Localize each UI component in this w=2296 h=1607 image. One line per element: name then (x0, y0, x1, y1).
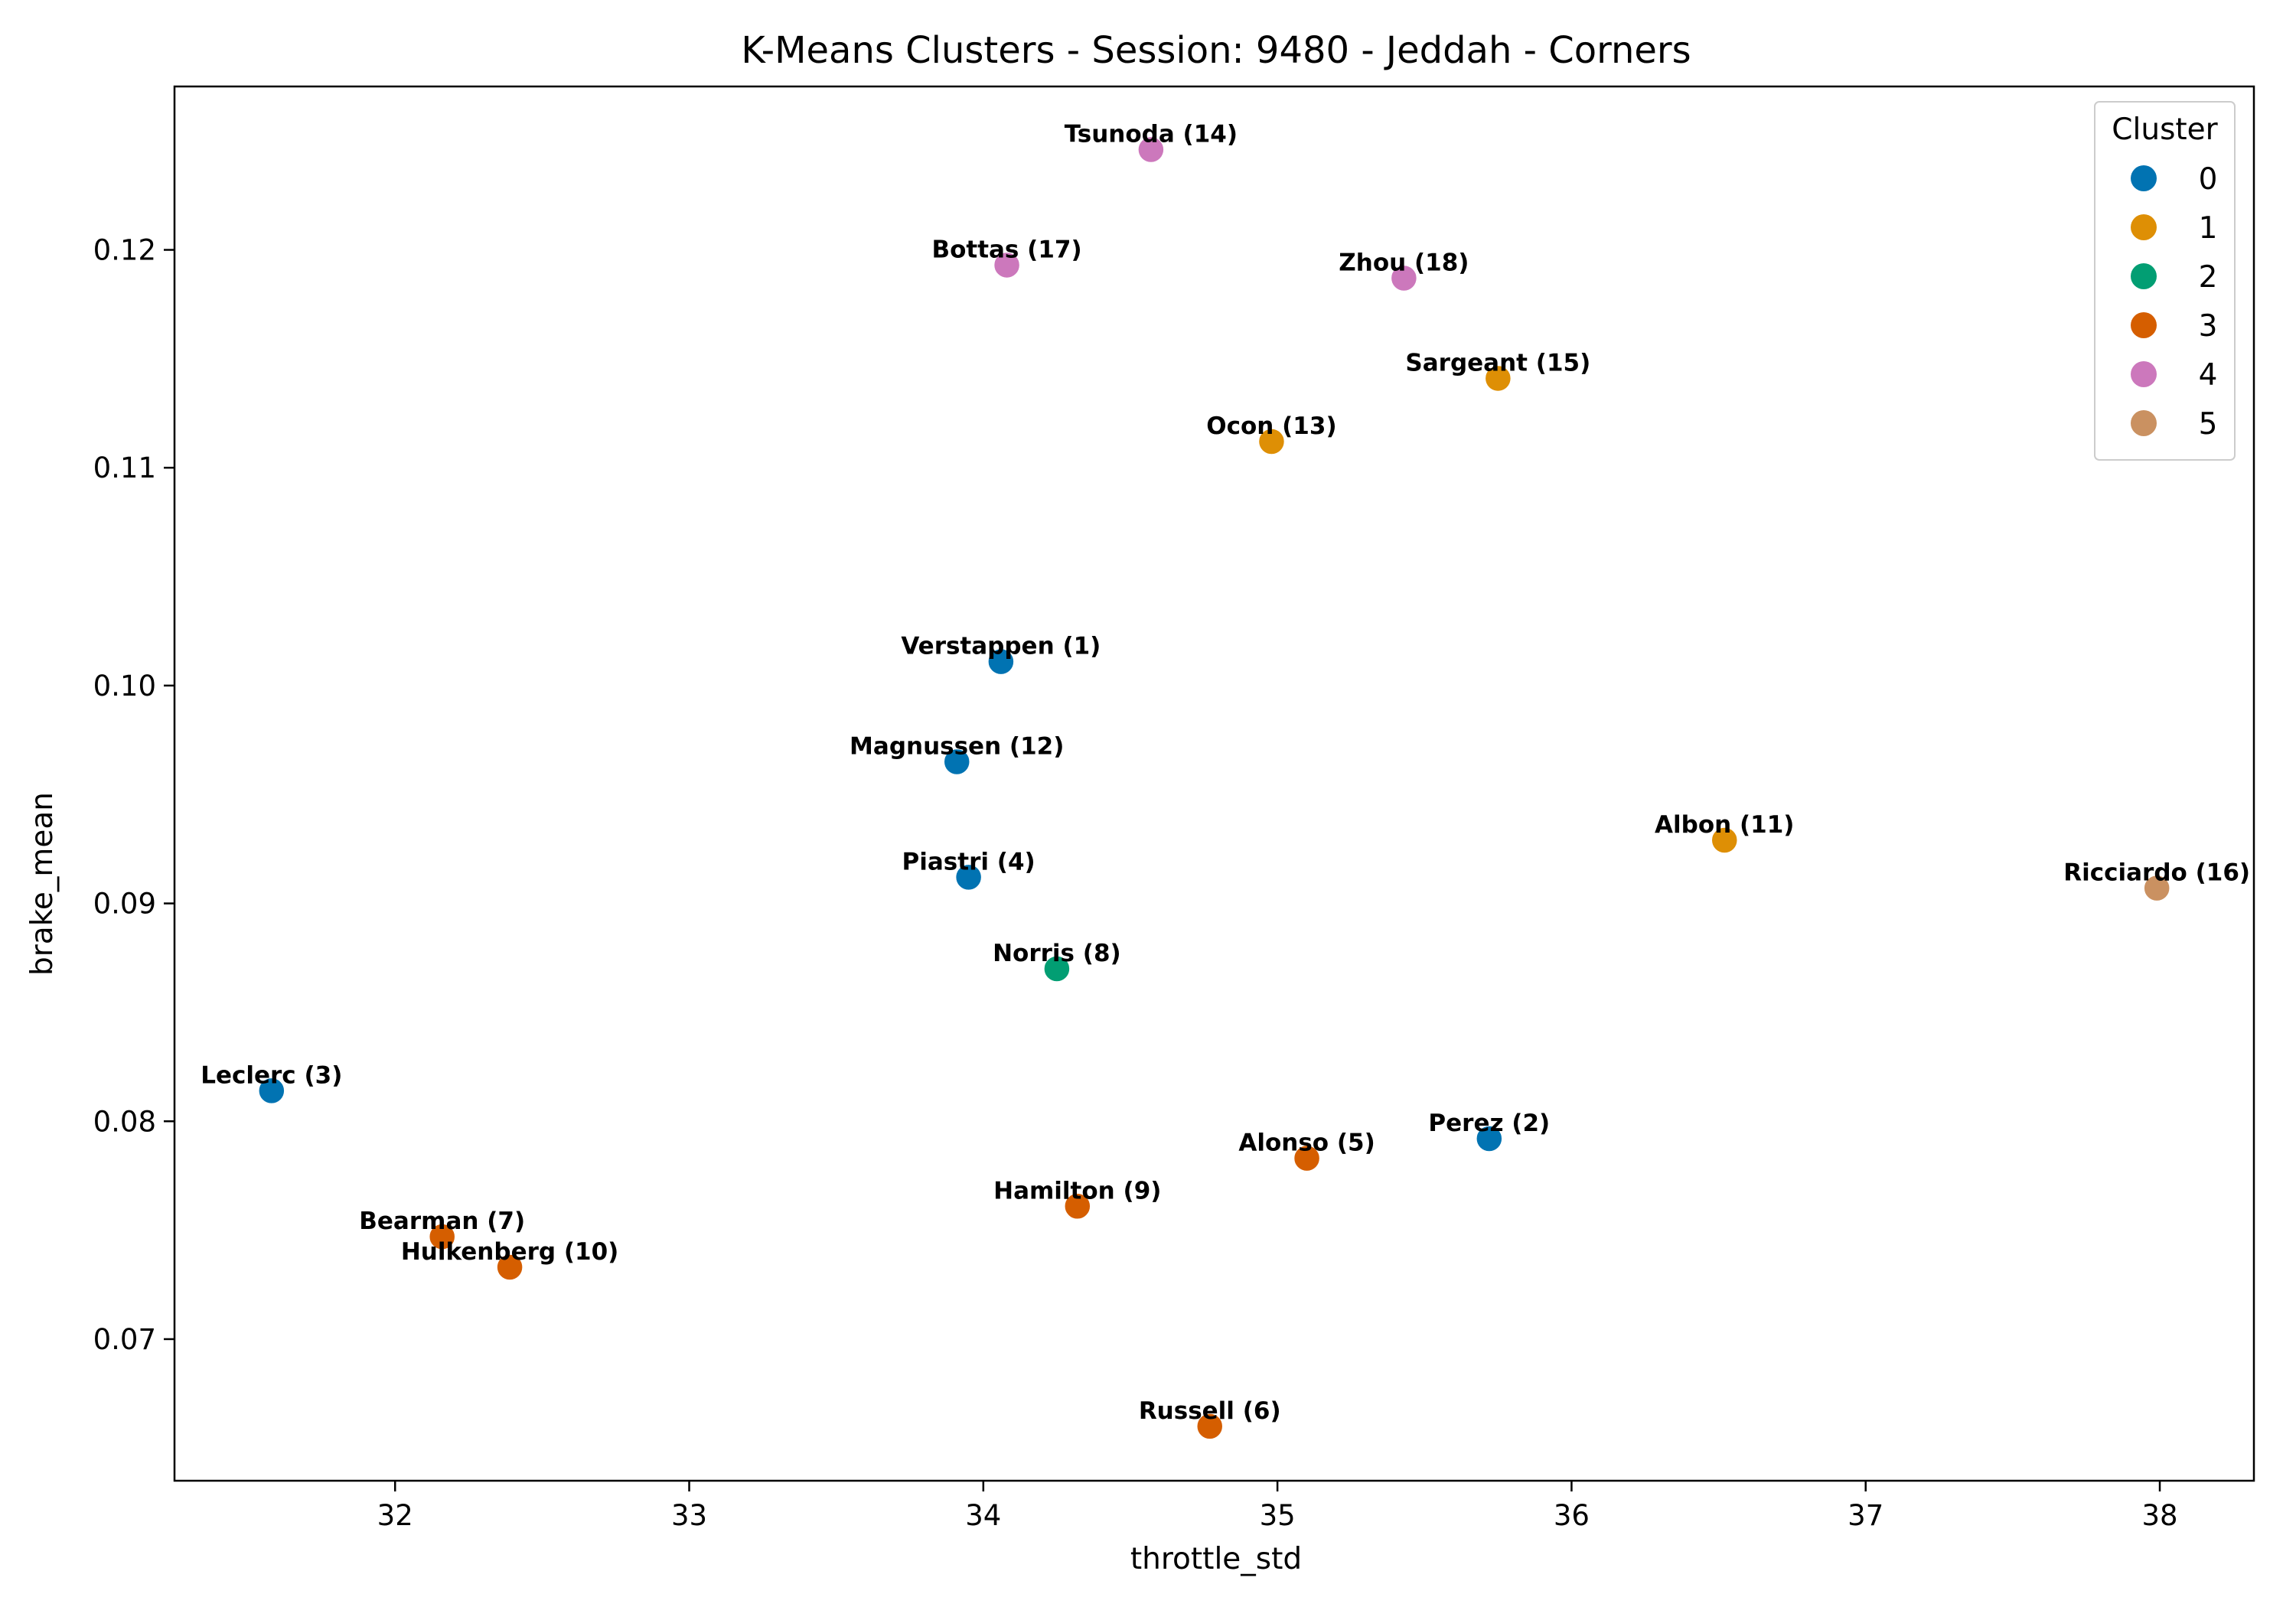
legend-marker (2131, 312, 2157, 338)
data-point-label: Hamilton (9) (993, 1177, 1161, 1204)
data-point-label: Alonso (5) (1238, 1129, 1375, 1157)
data-point-label: Verstappen (1) (901, 633, 1101, 660)
data-point-label: Hulkenberg (10) (401, 1238, 618, 1266)
data-point (1043, 955, 1071, 983)
data-point-label: Russell (6) (1139, 1397, 1281, 1425)
x-tick-label: 32 (377, 1499, 413, 1532)
plot-frame (173, 85, 2255, 1482)
data-point-label: Zhou (18) (1339, 249, 1469, 277)
data-point (1484, 364, 1512, 393)
data-point-label: Magnussen (12) (850, 733, 1064, 761)
data-point (943, 748, 970, 776)
data-point-label: Bearman (7) (359, 1208, 525, 1235)
plot-area: 32 33 34 35 36 37 380.070.080.090.100.110.12Ts… (93, 85, 2255, 1532)
data-point (1293, 1144, 1321, 1172)
legend-marker (2131, 165, 2157, 191)
data-point (1195, 1413, 1224, 1440)
data-point (496, 1253, 523, 1281)
y-tick-label: 0.09 (93, 888, 156, 921)
data-point-label: Norris (8) (993, 940, 1121, 967)
data-point (1064, 1192, 1091, 1221)
legend-marker (2131, 410, 2157, 436)
legend-box (2094, 101, 2236, 461)
y-tick-label: 0.12 (93, 234, 156, 267)
data-point (1476, 1125, 1503, 1152)
data-point (987, 647, 1015, 676)
x-tick-label: 38 (2141, 1499, 2177, 1532)
data-point (2143, 874, 2170, 902)
legend-entry-label: 1 (2199, 211, 2218, 246)
legend-title: Cluster (2112, 112, 2218, 147)
y-axis-label: brake_mean (25, 792, 60, 976)
data-point (1711, 826, 1739, 854)
data-point-label: Leclerc (3) (201, 1061, 342, 1089)
legend-entry-label: 4 (2199, 358, 2218, 393)
legend-entry-label: 5 (2199, 407, 2218, 442)
x-tick-label: 36 (1554, 1499, 1590, 1532)
legend-marker (2131, 214, 2157, 240)
legend-entry-label: 3 (2199, 309, 2218, 344)
data-point (1257, 428, 1286, 455)
data-point-label: Bottas (17) (931, 236, 1081, 263)
legend: Cluster 0 1 2 3 4 5 (2094, 101, 2236, 461)
y-tick-label: 0.07 (93, 1323, 156, 1356)
data-point-label: Ricciardo (16) (2063, 859, 2250, 887)
x-tick-label: 35 (1260, 1499, 1296, 1532)
legend-entry-label: 0 (2199, 162, 2218, 197)
x-tick-label: 37 (1848, 1499, 1883, 1532)
y-tick-label: 0.10 (93, 670, 156, 702)
data-point-label: Perez (2) (1428, 1110, 1550, 1137)
y-tick-label: 0.11 (93, 451, 156, 484)
x-tick-label: 34 (965, 1499, 1001, 1532)
data-point-label: Albon (11) (1655, 811, 1794, 839)
x-tick-label: 33 (671, 1499, 707, 1532)
data-point (993, 251, 1021, 279)
data-point (1390, 264, 1418, 292)
data-point-label: Sargeant (15) (1405, 349, 1590, 376)
data-point (954, 863, 983, 892)
x-axis-label: throttle_std (1130, 1542, 1302, 1576)
data-point (1137, 135, 1165, 164)
data-point-label: Ocon (13) (1206, 412, 1336, 440)
legend-entry-label: 2 (2199, 260, 2218, 295)
chart-title: K-Means Clusters - Session: 9480 - Jedda… (741, 29, 1691, 72)
data-point-label: Piastri (4) (902, 848, 1035, 875)
data-point-label: Tsunoda (14) (1065, 121, 1238, 148)
legend-marker (2131, 361, 2157, 387)
legend-marker (2131, 263, 2157, 289)
data-point (428, 1223, 456, 1250)
y-tick-label: 0.08 (93, 1105, 156, 1138)
data-point (258, 1077, 285, 1105)
